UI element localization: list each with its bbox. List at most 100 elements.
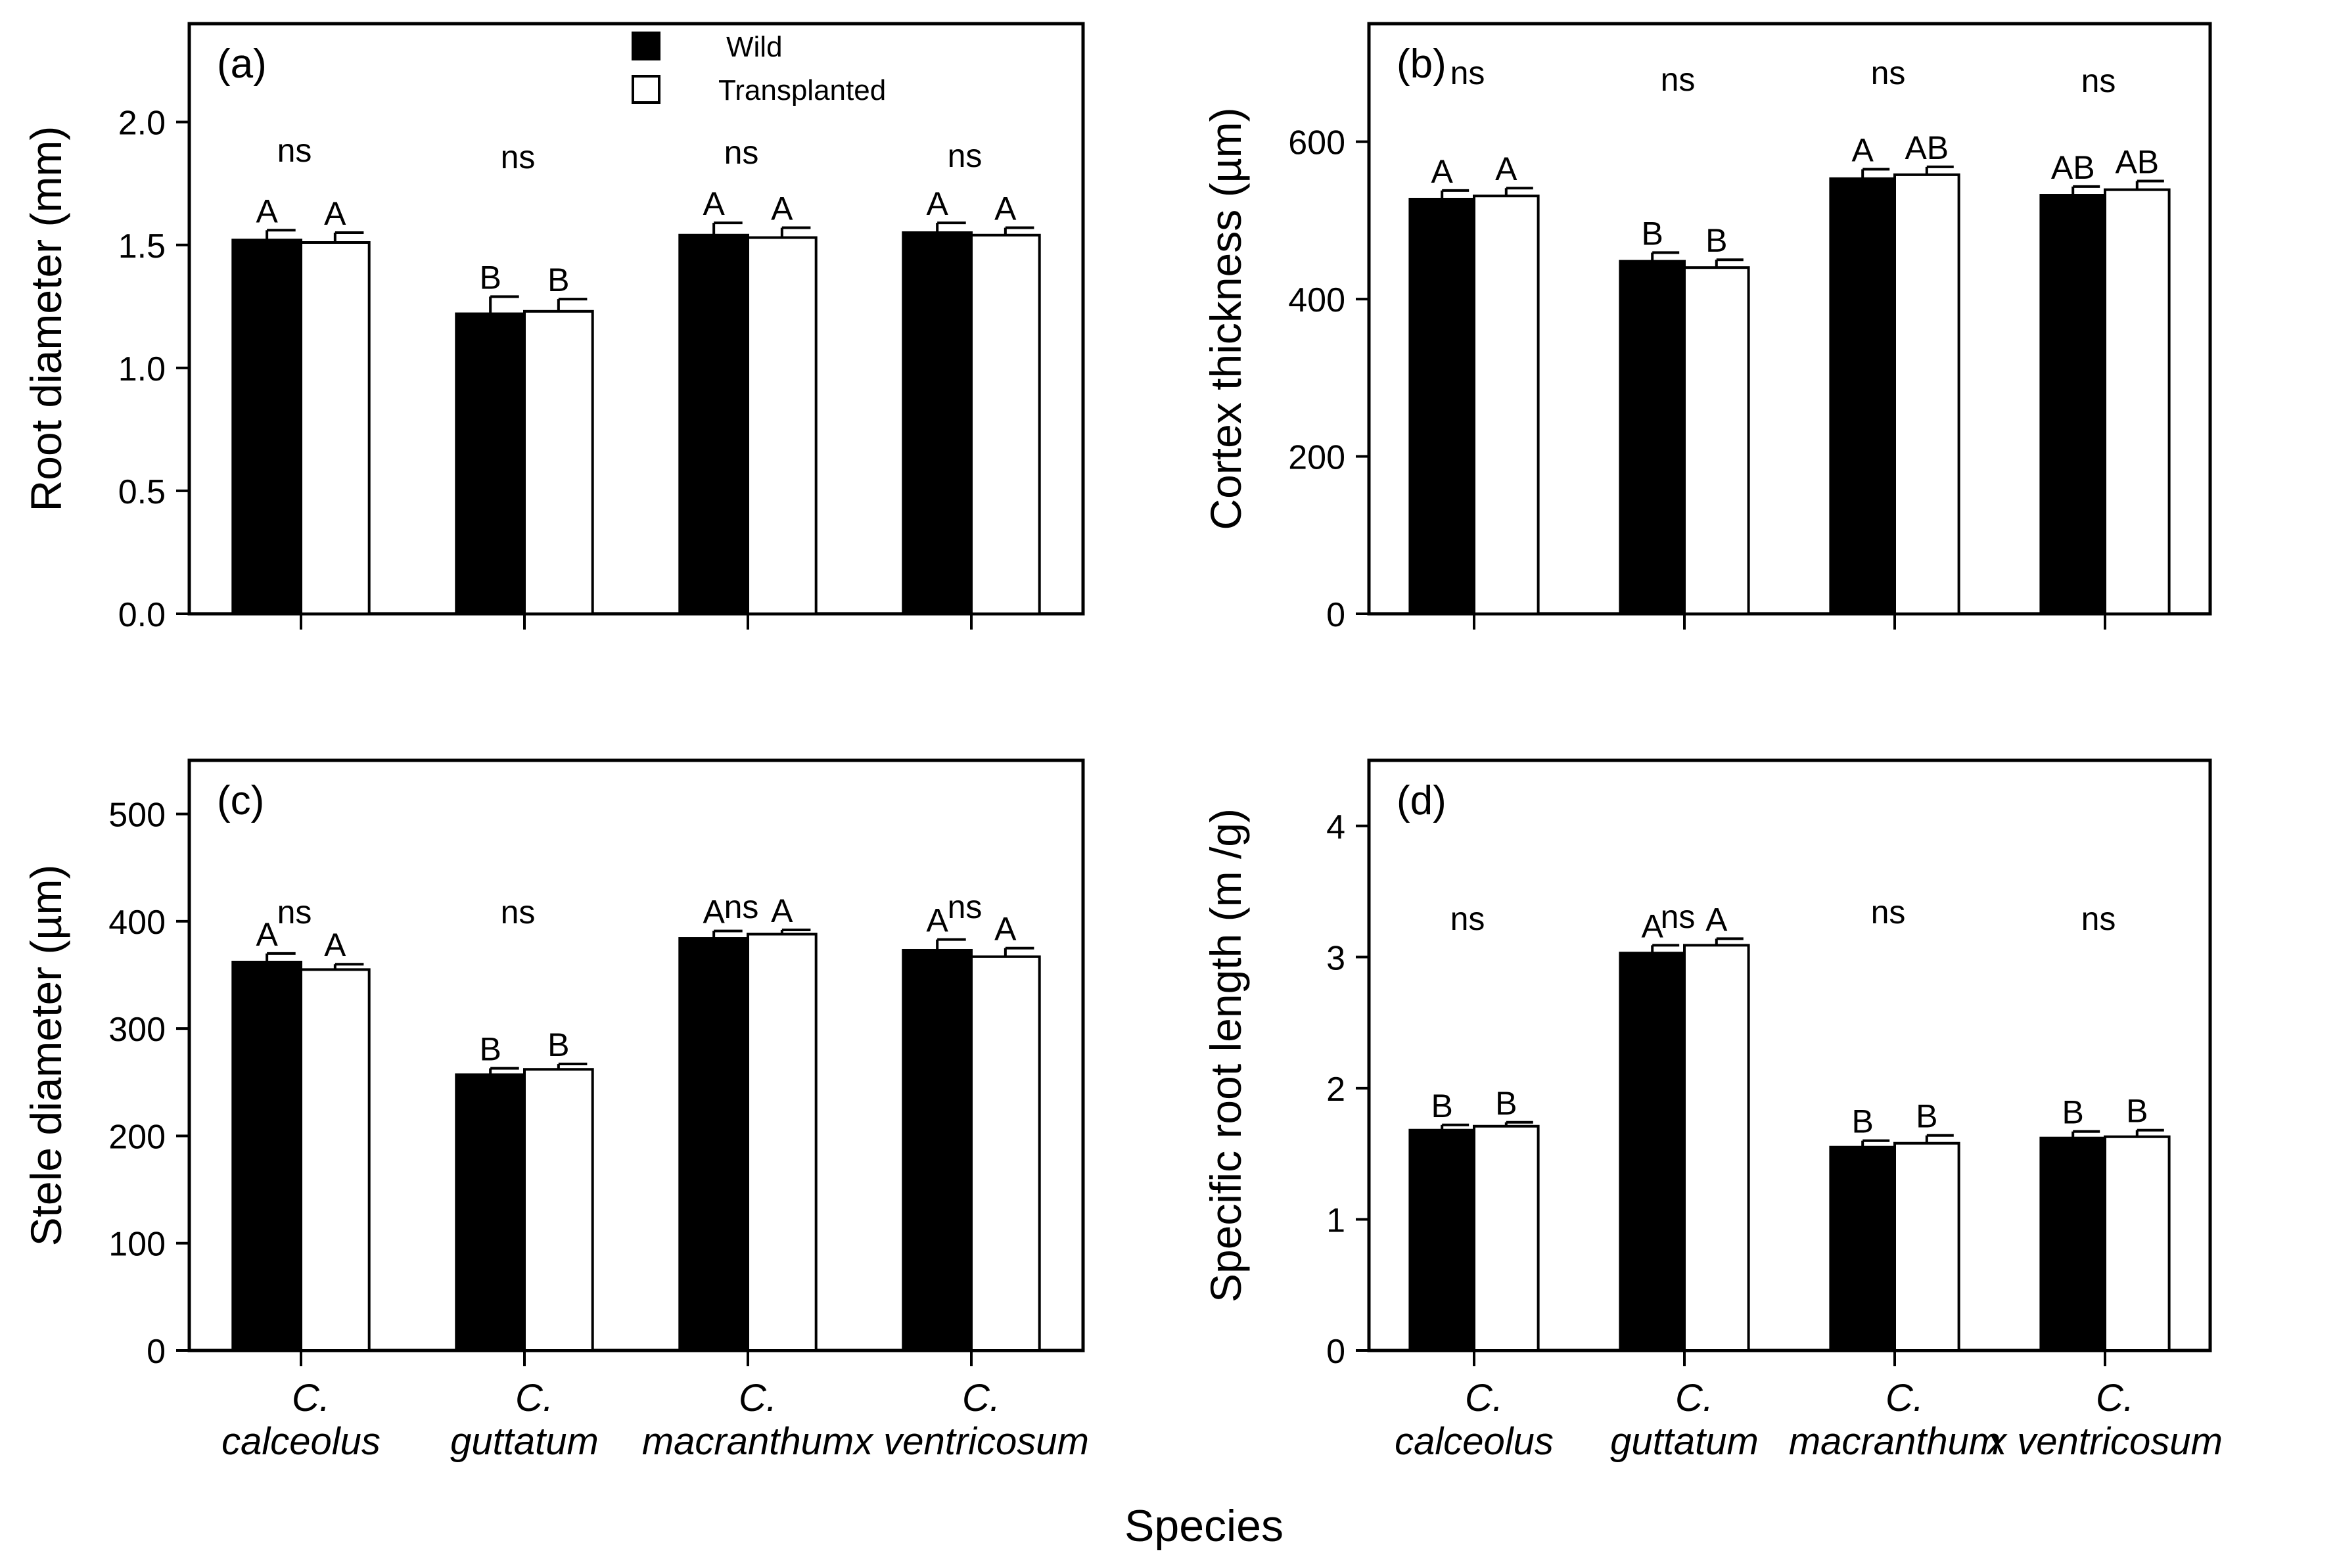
y-tick-label: 2 (1326, 1071, 1345, 1109)
shared-x-axis-label: Species (1124, 1501, 1284, 1551)
bar-wild-4 (2039, 194, 2106, 615)
bar-transplanted-4 (2104, 1135, 2171, 1352)
ns-label: ns (1871, 894, 1906, 931)
panel-2: 0 200 400 600 Cortex thickness (µm) (b) A Ans B B… (1201, 22, 2212, 634)
category-label-line1: C. (515, 1377, 553, 1419)
bar-transplanted-1 (1473, 195, 1540, 615)
significance-letter: A (324, 927, 346, 963)
bar-transplanted-4 (2104, 188, 2171, 615)
ns-label: ns (948, 137, 983, 174)
bar-wild-3 (678, 937, 750, 1352)
bar-wild-3 (1829, 177, 1896, 615)
y-tick-label: 200 (1288, 439, 1345, 477)
ns-label: ns (277, 132, 312, 169)
y-tick-label: 0 (147, 1333, 166, 1371)
significance-letter: A (994, 911, 1017, 948)
y-tick-label: 0.0 (118, 596, 166, 634)
ns-label: ns (2081, 900, 2116, 937)
bar-wild-1 (1408, 1128, 1475, 1352)
bar-wild-2 (455, 1073, 526, 1352)
category-label-line2: guttatum (1610, 1420, 1759, 1463)
significance-letter: A (771, 892, 793, 929)
significance-letter: A (771, 191, 793, 227)
significance-letter: B (2062, 1094, 2084, 1131)
ns-label: ns (724, 888, 759, 925)
ns-label: ns (1450, 900, 1485, 937)
y-tick-label: 400 (108, 904, 166, 942)
plot-frame (187, 758, 1085, 1352)
bar-transplanted-3 (1893, 173, 1960, 615)
bar-transplanted-3 (747, 236, 818, 615)
bar-wild-1 (231, 960, 302, 1352)
legend-label-wild: Wild (726, 31, 783, 63)
y-tick-label: 100 (108, 1226, 166, 1264)
category-label-line2: guttatum (450, 1420, 599, 1463)
significance-letter: AB (2051, 149, 2095, 186)
significance-letter: B (479, 259, 501, 296)
bar-wild-2 (1619, 952, 1686, 1352)
bar-wild-4 (902, 231, 973, 615)
category-label-line1: C. (2096, 1377, 2134, 1419)
y-axis-label: Specific root length (m /g) (1201, 808, 1250, 1303)
significance-letter: B (2126, 1093, 2148, 1130)
y-tick-label: 300 (108, 1011, 166, 1049)
category-label-line2: macranthum (642, 1420, 854, 1463)
category-label-line2: x ventricosum (852, 1420, 1089, 1463)
plot-frame (1367, 22, 2212, 616)
significance-letter: A (994, 191, 1017, 227)
plot-frame (1367, 758, 2212, 1352)
bar-transplanted-2 (523, 1068, 594, 1352)
panel-label: (d) (1397, 778, 1446, 823)
significance-letter: B (1916, 1098, 1937, 1135)
bar-transplanted-2 (1683, 266, 1750, 615)
y-tick-label: 600 (1288, 124, 1345, 162)
significance-letter: A (256, 916, 278, 953)
ns-label: ns (1871, 55, 1906, 91)
significance-letter: B (1642, 215, 1663, 252)
significance-letter: A (1431, 153, 1454, 190)
bar-wild-4 (2039, 1136, 2106, 1352)
significance-letter: A (703, 185, 725, 222)
bar-wild-3 (678, 233, 750, 615)
category-label-line1: C. (1886, 1377, 1924, 1419)
category-label-line2: calceolus (221, 1420, 381, 1463)
bar-wild-2 (455, 312, 526, 615)
ns-label: ns (501, 139, 536, 175)
bar-wild-1 (1408, 198, 1475, 616)
ns-label: ns (1661, 898, 1696, 935)
bar-transplanted-4 (970, 233, 1041, 615)
legend: Wild Transplanted (632, 31, 886, 106)
significance-letter: A (1852, 132, 1874, 169)
plot-frame (187, 22, 1085, 616)
ns-label: ns (501, 894, 536, 931)
y-tick-label: 0 (1326, 1333, 1345, 1371)
legend-swatch-transplanted (632, 75, 660, 104)
significance-letter: B (1852, 1103, 1874, 1140)
category-label-line2: macranthum (1789, 1420, 2001, 1463)
y-tick-label: 500 (108, 796, 166, 835)
bar-wild-1 (231, 239, 302, 615)
significance-letter: B (479, 1031, 501, 1068)
category-label-line1: C. (1675, 1377, 1713, 1419)
significance-letter: A (1642, 908, 1664, 944)
y-tick-label: 1 (1326, 1201, 1345, 1239)
significance-letter: A (256, 193, 278, 229)
significance-letter: A (703, 894, 725, 931)
bar-transplanted-2 (1683, 944, 1750, 1352)
bar-transplanted-4 (970, 955, 1041, 1352)
significance-letter: AB (2115, 143, 2159, 180)
y-tick-label: 1.5 (118, 227, 166, 265)
y-tick-label: 1.0 (118, 350, 166, 388)
bar-wild-4 (902, 948, 973, 1352)
y-tick-label: 200 (108, 1118, 166, 1156)
category-label-line2: x ventricosum (1985, 1420, 2223, 1463)
panel-label: (b) (1397, 41, 1446, 87)
panel-3: 0 100 200 300 400 500 Stele diameter (µm) (c) A A… (22, 758, 1089, 1463)
category-label-line1: C. (962, 1377, 1000, 1419)
bar-transplanted-3 (747, 933, 818, 1352)
significance-letter: B (1431, 1088, 1453, 1124)
y-tick-label: 2.0 (118, 104, 166, 143)
significance-letter: A (926, 185, 948, 222)
bar-wild-2 (1619, 260, 1686, 615)
bar-wild-3 (1829, 1145, 1896, 1352)
